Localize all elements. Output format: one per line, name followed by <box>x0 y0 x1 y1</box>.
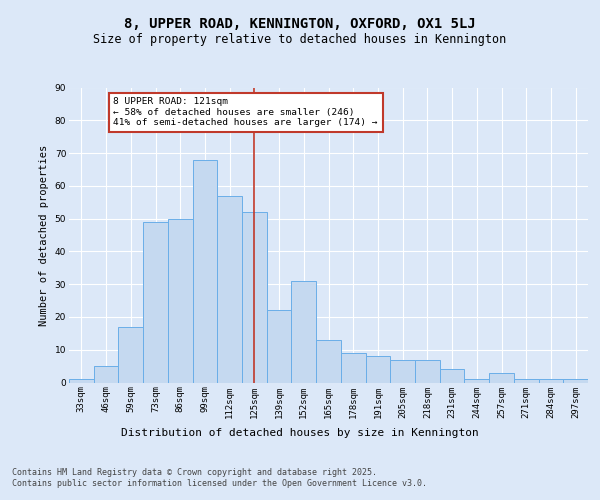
Bar <box>415 360 440 382</box>
Bar <box>316 340 341 382</box>
Bar <box>440 370 464 382</box>
Text: Distribution of detached houses by size in Kennington: Distribution of detached houses by size … <box>121 428 479 438</box>
Bar <box>118 327 143 382</box>
Bar <box>539 379 563 382</box>
Bar <box>69 379 94 382</box>
Bar <box>242 212 267 382</box>
Bar <box>292 281 316 382</box>
Bar <box>143 222 168 382</box>
Bar <box>514 379 539 382</box>
Y-axis label: Number of detached properties: Number of detached properties <box>39 144 49 326</box>
Text: 8, UPPER ROAD, KENNINGTON, OXFORD, OX1 5LJ: 8, UPPER ROAD, KENNINGTON, OXFORD, OX1 5… <box>124 18 476 32</box>
Text: Size of property relative to detached houses in Kennington: Size of property relative to detached ho… <box>94 32 506 46</box>
Text: 8 UPPER ROAD: 121sqm
← 58% of detached houses are smaller (246)
41% of semi-deta: 8 UPPER ROAD: 121sqm ← 58% of detached h… <box>113 98 378 127</box>
Bar <box>563 379 588 382</box>
Bar <box>365 356 390 382</box>
Bar <box>193 160 217 382</box>
Bar <box>267 310 292 382</box>
Text: Contains HM Land Registry data © Crown copyright and database right 2025.
Contai: Contains HM Land Registry data © Crown c… <box>12 468 427 487</box>
Bar <box>390 360 415 382</box>
Bar <box>94 366 118 382</box>
Bar <box>217 196 242 382</box>
Bar <box>489 372 514 382</box>
Bar <box>168 218 193 382</box>
Bar <box>341 353 365 382</box>
Bar <box>464 379 489 382</box>
